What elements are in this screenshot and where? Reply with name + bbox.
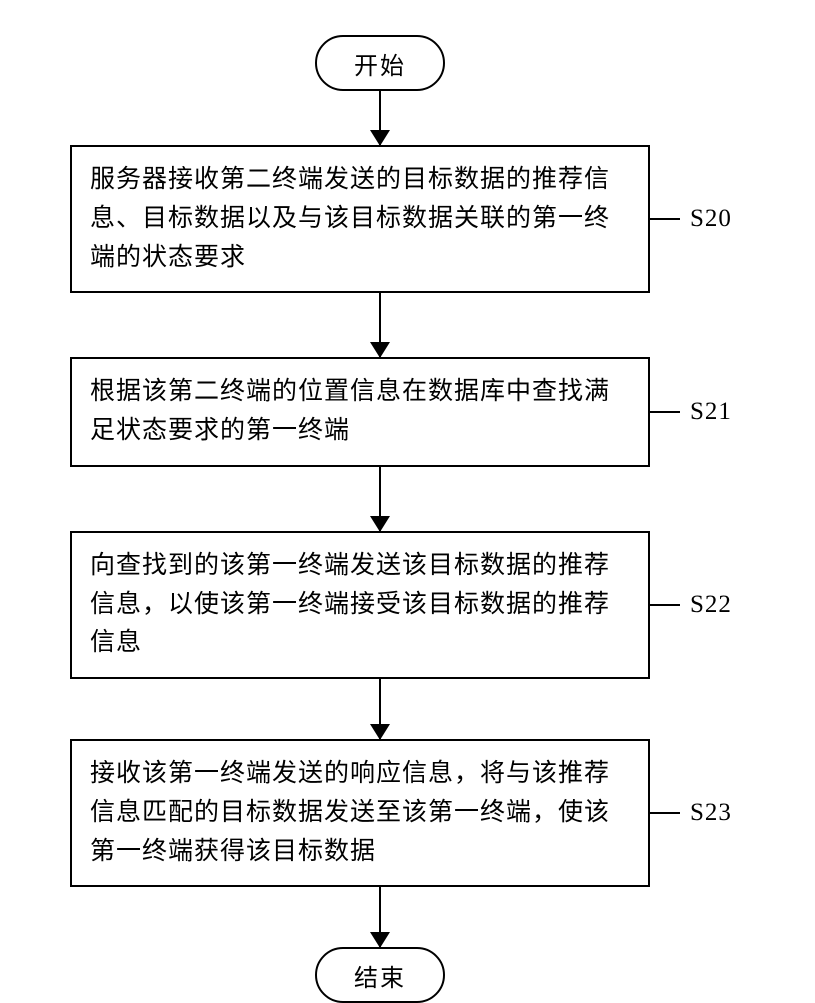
process-text-s21: 根据该第二终端的位置信息在数据库中查找满足状态要求的第一终端 <box>90 373 630 451</box>
process-text-s22: 向查找到的该第一终端发送该目标数据的推荐信息，以使该第一终端接受该目标数据的推荐… <box>90 547 630 663</box>
label-connector-s20 <box>650 218 680 220</box>
step-wrap-s21: 根据该第二终端的位置信息在数据库中查找满足状态要求的第一终端 S21 <box>70 357 690 467</box>
label-s20: S20 <box>690 205 732 233</box>
label-connector-s23 <box>650 812 680 814</box>
step-wrap-s20: 服务器接收第二终端发送的目标数据的推荐信息、目标数据以及与该目标数据关联的第一终… <box>70 145 690 293</box>
label-connector-s22 <box>650 604 680 606</box>
process-s21: 根据该第二终端的位置信息在数据库中查找满足状态要求的第一终端 <box>70 357 650 467</box>
step-wrap-s22: 向查找到的该第一终端发送该目标数据的推荐信息，以使该第一终端接受该目标数据的推荐… <box>70 531 690 679</box>
label-s21: S21 <box>690 398 732 426</box>
process-text-s20: 服务器接收第二终端发送的目标数据的推荐信息、目标数据以及与该目标数据关联的第一终… <box>90 161 630 277</box>
arrow-s23-to-end <box>70 887 690 947</box>
step-wrap-s23: 接收该第一终端发送的响应信息，将与该推荐信息匹配的目标数据发送至该第一终端，使该… <box>70 739 690 887</box>
start-text: 开始 <box>354 46 406 81</box>
flowchart-container: 开始 服务器接收第二终端发送的目标数据的推荐信息、目标数据以及与该目标数据关联的… <box>70 35 690 1003</box>
process-s23: 接收该第一终端发送的响应信息，将与该推荐信息匹配的目标数据发送至该第一终端，使该… <box>70 739 650 887</box>
process-s22: 向查找到的该第一终端发送该目标数据的推荐信息，以使该第一终端接受该目标数据的推荐… <box>70 531 650 679</box>
process-s20: 服务器接收第二终端发送的目标数据的推荐信息、目标数据以及与该目标数据关联的第一终… <box>70 145 650 293</box>
arrow-s21-to-s22 <box>70 467 690 531</box>
label-connector-s21 <box>650 411 680 413</box>
label-s22: S22 <box>690 591 732 619</box>
process-text-s23: 接收该第一终端发送的响应信息，将与该推荐信息匹配的目标数据发送至该第一终端，使该… <box>90 755 630 871</box>
arrow-s20-to-s21 <box>70 293 690 357</box>
end-terminator: 结束 <box>315 947 445 1003</box>
arrow-s22-to-s23 <box>70 679 690 739</box>
end-text: 结束 <box>354 958 406 993</box>
label-s23: S23 <box>690 799 732 827</box>
start-terminator: 开始 <box>315 35 445 91</box>
arrow-start-to-s20 <box>70 91 690 145</box>
